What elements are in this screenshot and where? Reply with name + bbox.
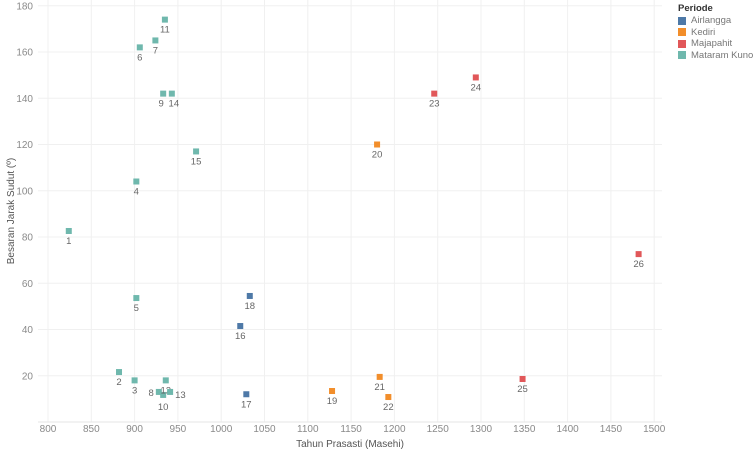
data-point — [385, 394, 392, 401]
data-label: 22 — [383, 402, 394, 413]
x-axis-title: Tahun Prasasti (Masehi) — [296, 439, 404, 450]
data-label: 21 — [374, 382, 385, 393]
data-point — [519, 375, 526, 382]
data-point — [160, 90, 167, 97]
y-tick-label: 60 — [22, 279, 34, 290]
data-point — [155, 388, 162, 395]
data-label: 2 — [116, 377, 121, 388]
data-label: 18 — [244, 301, 255, 312]
data-point — [193, 148, 200, 155]
x-tick-label: 1250 — [427, 424, 450, 435]
legend-item[interactable]: Mataram Kuno — [678, 50, 753, 62]
data-label: 15 — [191, 156, 202, 167]
data-point — [374, 141, 381, 148]
y-axis-title: Besaran Jarak Sudut (º) — [6, 158, 17, 264]
y-tick-label: 100 — [16, 186, 33, 197]
legend-label: Kediri — [691, 26, 716, 38]
data-point — [237, 323, 244, 330]
data-label: 25 — [517, 384, 528, 395]
legend-swatch — [678, 16, 686, 25]
data-point — [431, 90, 438, 97]
data-label: 5 — [134, 303, 139, 314]
data-label: 3 — [132, 385, 137, 396]
x-tick-label: 1450 — [600, 424, 623, 435]
y-tick-label: 120 — [16, 140, 33, 151]
y-tick-label: 80 — [22, 233, 34, 244]
data-point — [162, 377, 169, 384]
data-point — [152, 37, 159, 44]
data-point — [65, 227, 72, 234]
data-point — [376, 373, 383, 380]
legend-swatch — [678, 39, 686, 48]
data-label: 16 — [235, 331, 246, 342]
x-tick-label: 1000 — [210, 424, 233, 435]
data-label: 1 — [66, 236, 71, 247]
x-tick-label: 1300 — [470, 424, 493, 435]
legend-label: Airlangga — [691, 15, 732, 27]
data-label: 8 — [149, 388, 154, 399]
data-label: 14 — [169, 99, 180, 110]
x-tick-label: 800 — [40, 424, 57, 435]
data-point — [133, 178, 140, 185]
data-point — [472, 74, 479, 81]
data-point — [116, 369, 123, 376]
data-label: 17 — [241, 399, 252, 410]
legend: Periode Airlangga Kediri Majapahit Mataram … — [678, 3, 753, 61]
data-point — [167, 388, 174, 395]
x-tick-label: 950 — [170, 424, 187, 435]
data-label: 9 — [159, 99, 164, 110]
x-tick-label: 1050 — [253, 424, 276, 435]
data-label: 13 — [175, 390, 186, 401]
data-label: 24 — [471, 82, 482, 93]
data-label: 23 — [429, 99, 440, 110]
data-point — [131, 377, 138, 384]
x-tick-label: 1400 — [556, 424, 579, 435]
legend-title: Periode — [678, 3, 713, 14]
x-tick-label: 1150 — [340, 424, 362, 435]
x-tick-label: 900 — [126, 424, 143, 435]
legend-swatch — [678, 28, 686, 37]
data-label: 11 — [160, 25, 170, 36]
legend-label: Mataram Kuno — [691, 49, 754, 61]
data-point — [136, 44, 143, 51]
legend-item[interactable]: Majapahit — [678, 38, 753, 50]
data-label: 6 — [137, 52, 142, 63]
x-tick-label: 1350 — [513, 424, 536, 435]
data-label: 19 — [327, 396, 338, 407]
data-label: 20 — [372, 150, 383, 161]
legend-label: Majapahit — [691, 38, 733, 50]
x-tick-label: 850 — [83, 424, 100, 435]
y-tick-label: 20 — [22, 371, 34, 382]
y-tick-label: 40 — [22, 325, 34, 336]
y-tick-label: 180 — [16, 1, 33, 12]
y-tick-label: 140 — [16, 94, 33, 105]
data-label: 26 — [633, 259, 644, 270]
legend-item[interactable]: Kediri — [678, 27, 753, 39]
data-label: 12 — [160, 385, 171, 396]
legend-swatch — [678, 51, 686, 60]
x-tick-label: 1200 — [383, 424, 406, 435]
x-tick-label: 1100 — [297, 424, 319, 435]
data-point — [635, 251, 642, 258]
data-point — [168, 90, 175, 97]
data-point — [329, 388, 336, 395]
data-label: 10 — [158, 402, 169, 413]
data-point — [160, 391, 167, 398]
data-point — [243, 391, 250, 398]
data-point — [246, 292, 253, 299]
y-tick-label: 160 — [16, 48, 33, 59]
legend-item[interactable]: Airlangga — [678, 15, 753, 27]
data-label: 7 — [153, 45, 158, 56]
x-tick-label: 1500 — [643, 424, 666, 435]
data-point — [133, 295, 140, 302]
data-label: 4 — [134, 187, 139, 198]
data-point — [161, 16, 168, 23]
